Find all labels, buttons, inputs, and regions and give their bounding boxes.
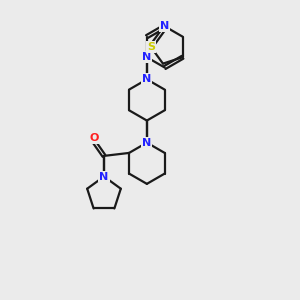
Text: N: N	[99, 172, 109, 182]
Text: N: N	[160, 21, 169, 31]
Text: O: O	[89, 133, 98, 142]
Text: N: N	[142, 74, 152, 84]
Text: N: N	[142, 138, 152, 148]
Text: N: N	[142, 52, 152, 62]
Text: S: S	[147, 42, 155, 52]
